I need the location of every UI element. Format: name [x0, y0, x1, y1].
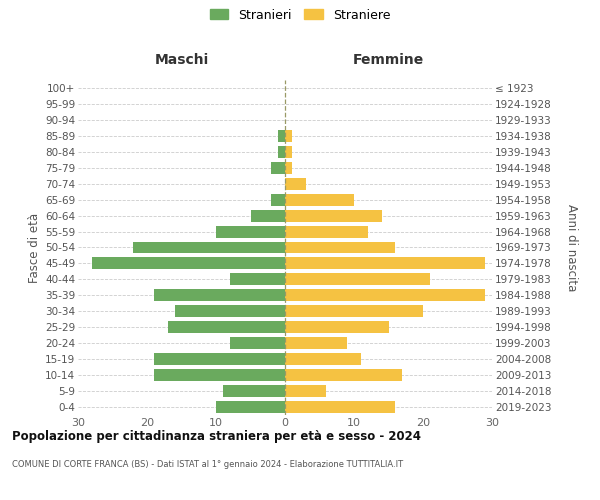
Bar [285, 210, 382, 222]
Bar [285, 258, 485, 270]
Bar [175, 306, 285, 318]
Bar [285, 226, 368, 237]
Bar [285, 194, 354, 205]
Bar [285, 322, 389, 333]
Text: Femmine: Femmine [353, 54, 424, 68]
Bar [285, 274, 430, 285]
Bar [285, 385, 326, 397]
Bar [154, 290, 285, 302]
Bar [251, 210, 285, 222]
Bar [285, 369, 402, 381]
Bar [285, 353, 361, 365]
Bar [285, 337, 347, 349]
Bar [168, 322, 285, 333]
Bar [230, 274, 285, 285]
Bar [285, 306, 423, 318]
Bar [133, 242, 285, 254]
Bar [285, 178, 306, 190]
Bar [278, 130, 285, 142]
Bar [285, 162, 292, 173]
Bar [271, 162, 285, 173]
Text: COMUNE DI CORTE FRANCA (BS) - Dati ISTAT al 1° gennaio 2024 - Elaborazione TUTTI: COMUNE DI CORTE FRANCA (BS) - Dati ISTAT… [12, 460, 403, 469]
Bar [285, 130, 292, 142]
Bar [216, 226, 285, 237]
Text: Popolazione per cittadinanza straniera per età e sesso - 2024: Popolazione per cittadinanza straniera p… [12, 430, 421, 443]
Bar [223, 385, 285, 397]
Y-axis label: Anni di nascita: Anni di nascita [565, 204, 578, 291]
Bar [271, 194, 285, 205]
Legend: Stranieri, Straniere: Stranieri, Straniere [207, 6, 393, 24]
Y-axis label: Fasce di età: Fasce di età [28, 212, 41, 282]
Bar [154, 369, 285, 381]
Bar [92, 258, 285, 270]
Bar [285, 242, 395, 254]
Bar [278, 146, 285, 158]
Bar [216, 401, 285, 413]
Bar [285, 290, 485, 302]
Bar [285, 146, 292, 158]
Text: Maschi: Maschi [154, 54, 209, 68]
Bar [285, 401, 395, 413]
Bar [230, 337, 285, 349]
Bar [154, 353, 285, 365]
